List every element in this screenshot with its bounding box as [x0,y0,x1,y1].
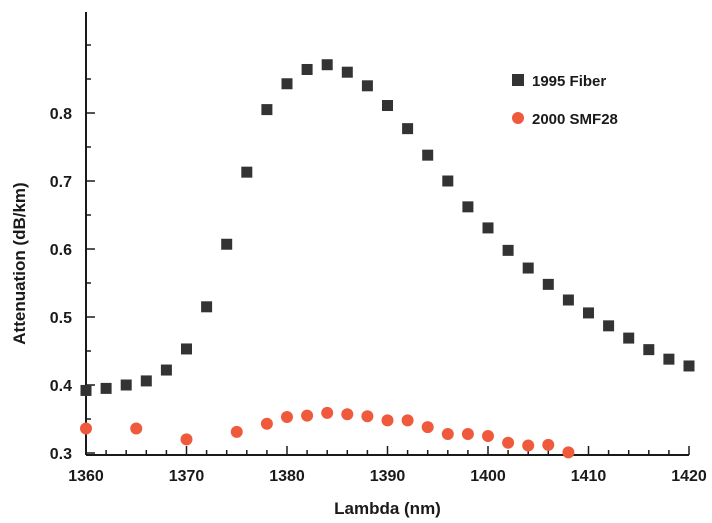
data-point-1995-fiber [402,123,414,135]
data-point-1995-fiber [361,80,373,92]
data-point-2000-smf28 [361,410,374,423]
y-tick-label: 0.7 [50,174,72,191]
data-point-1995-fiber [301,63,313,75]
data-point-1995-fiber [522,262,534,274]
data-point-2000-smf28 [502,436,515,449]
data-point-2000-smf28 [180,433,193,446]
legend-label-2000-smf28: 2000 SMF28 [532,111,618,128]
data-point-2000-smf28 [260,417,273,430]
data-point-1995-fiber [382,100,393,112]
legend-swatch-2000-smf28 [512,112,524,124]
x-tick-label: 1420 [671,468,707,485]
data-point-1995-fiber [683,360,695,372]
legend-swatch-1995-fiber [512,74,524,86]
data-point-1995-fiber [583,307,594,319]
y-tick-label: 0.3 [50,446,72,463]
y-tick-label: 0.5 [50,310,72,327]
x-tick-label: 1390 [370,468,406,485]
data-point-1995-fiber [100,382,112,394]
x-tick-label: 1410 [571,468,607,485]
x-tick-label: 1380 [269,468,305,485]
data-point-1995-fiber [241,166,253,178]
y-tick-label: 0.4 [50,378,72,395]
axes-group: 0.3 0.4 0.5 0.6 0.7 0.8 1360 1370 1380 1390 1400 14… [50,12,707,485]
x-tick-label: 1400 [470,468,506,485]
data-point-1995-fiber [422,149,434,161]
data-point-1995-fiber [281,78,293,90]
data-point-2000-smf28 [441,427,454,440]
data-point-2000-smf28 [381,414,394,427]
y-tick-label: 0.8 [50,106,72,123]
data-point-2000-smf28 [80,422,92,435]
data-point-1995-fiber [120,379,132,391]
data-point-2000-smf28 [562,446,575,459]
data-point-2000-smf28 [461,427,474,440]
data-point-1995-fiber [341,66,353,78]
data-point-1995-fiber [201,301,213,313]
data-point-1995-fiber [542,278,554,290]
data-point-1995-fiber [462,201,474,213]
data-points-group [80,59,695,459]
data-point-2000-smf28 [421,421,434,434]
data-point-2000-smf28 [130,422,143,435]
x-tick-label: 1370 [169,468,205,485]
data-point-2000-smf28 [301,409,314,422]
data-point-1995-fiber [482,222,494,234]
data-point-2000-smf28 [341,408,354,421]
data-point-2000-smf28 [281,410,293,423]
data-point-1995-fiber [221,238,233,250]
data-point-2000-smf28 [230,425,243,438]
data-point-1995-fiber [261,104,273,116]
legend: 1995 Fiber 2000 SMF28 [512,73,618,128]
data-point-1995-fiber [502,244,514,256]
data-point-1995-fiber [603,320,615,332]
data-point-2000-smf28 [321,406,334,419]
data-point-1995-fiber [442,175,454,187]
data-point-1995-fiber [181,343,192,355]
data-point-1995-fiber [160,364,172,376]
x-tick-label: 1360 [68,468,104,485]
y-axis-label: Attenuation (dB/km) [10,182,29,344]
x-axis-label: Lambda (nm) [334,499,441,518]
data-point-1995-fiber [643,344,655,356]
data-point-1995-fiber [140,375,152,387]
y-tick-label: 0.6 [50,242,72,259]
data-point-1995-fiber [80,384,92,396]
data-point-2000-smf28 [542,438,555,451]
legend-label-1995-fiber: 1995 Fiber [532,73,606,90]
data-point-2000-smf28 [522,439,535,452]
data-point-2000-smf28 [482,430,494,442]
data-point-2000-smf28 [401,414,414,427]
data-point-1995-fiber [321,59,333,71]
data-point-1995-fiber [562,294,574,306]
data-point-1995-fiber [663,353,675,365]
data-point-1995-fiber [623,332,635,344]
